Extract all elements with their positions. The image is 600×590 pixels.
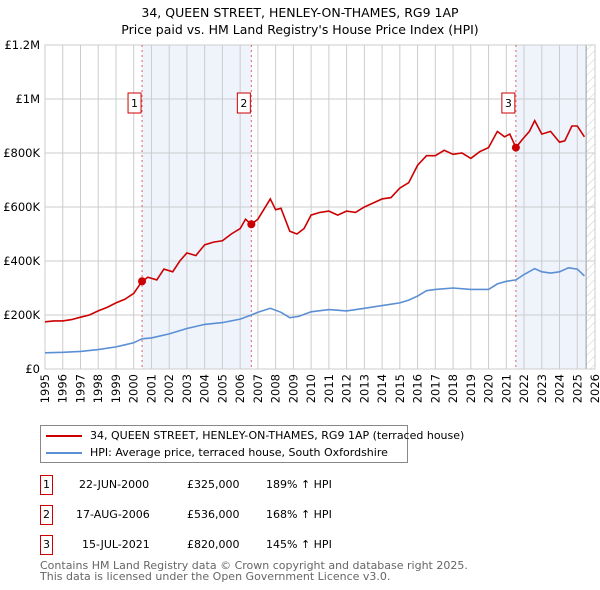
- sale-price: £820,000: [187, 538, 240, 551]
- x-tick-label: 1996: [56, 374, 70, 403]
- sale-label: 2: [240, 97, 247, 110]
- y-tick-label: £0: [25, 362, 40, 376]
- x-tick-label: 2024: [553, 374, 567, 403]
- footer-copyright: Contains HM Land Registry data © Crown c…: [40, 559, 468, 572]
- x-tick-label: 2026: [588, 374, 600, 403]
- sale-label-box: [236, 92, 251, 114]
- chart-title: 34, QUEEN STREET, HENLEY-ON-THAMES, RG9 …: [0, 4, 600, 38]
- legend: 34, QUEEN STREET, HENLEY-ON-THAMES, RG9 …: [40, 425, 464, 463]
- sale-row: 1 22-JUN-2000 £325,000 189% ↑ HPI: [40, 475, 440, 495]
- x-tick-label: 2023: [535, 374, 549, 403]
- price-chart: 1995 1996 1997 1998 1999 2000 2001 2002 2003 2004…: [3, 38, 600, 403]
- x-tick-label: 2022: [517, 374, 531, 403]
- sale-label: 3: [505, 97, 512, 110]
- sale-date: 22-JUN-2000: [79, 478, 150, 491]
- sale-label-box: [127, 92, 142, 114]
- sale-label: 1: [131, 97, 138, 110]
- x-tick-label: 2002: [162, 374, 176, 403]
- legend-property: 34, QUEEN STREET, HENLEY-ON-THAMES, RG9 …: [90, 429, 465, 442]
- x-tick-label: 2004: [198, 374, 212, 403]
- x-tick-label: 1998: [91, 374, 105, 403]
- sale-marker: 1: [40, 475, 53, 495]
- property-price-line: [44, 118, 586, 323]
- x-tick-label: 2015: [393, 374, 407, 403]
- plot-border: [44, 44, 596, 370]
- subtitle: Price paid vs. HM Land Registry's House …: [121, 22, 479, 37]
- x-tick-label: 2011: [322, 374, 336, 403]
- y-tick-label: £1M: [15, 92, 40, 106]
- y-tick-label: £1.2M: [4, 38, 40, 52]
- sale-point: [247, 220, 256, 229]
- x-tick-label: 1999: [109, 374, 123, 403]
- legend-blue-line: [46, 451, 82, 454]
- sale-label-box: [501, 92, 516, 114]
- x-tick-label: 2009: [286, 374, 300, 403]
- sale-row: 2 17-AUG-2006 £536,000 168% ↑ HPI: [40, 505, 440, 525]
- y-tick-label: £800K: [3, 146, 40, 160]
- sale-price: £325,000: [187, 478, 240, 491]
- x-tick-label: 2014: [375, 374, 389, 403]
- x-tick-label: 2016: [411, 374, 425, 403]
- legend-red-line: [46, 434, 82, 437]
- sale-point: [511, 143, 520, 152]
- x-tick-label: 2017: [428, 374, 442, 403]
- hpi-line: [44, 266, 585, 354]
- x-tick-label: 2003: [180, 374, 194, 403]
- y-tick-label: £400K: [3, 254, 40, 268]
- x-tick-label: 2019: [464, 374, 478, 403]
- sale-hpi: 168% ↑ HPI: [266, 508, 332, 521]
- x-tick-label: 2006: [233, 374, 247, 403]
- sale-price: £536,000: [187, 508, 240, 521]
- x-tick-label: 1997: [73, 374, 87, 403]
- footer-licence: This data is licensed under the Open Gov…: [40, 569, 391, 583]
- x-tick-label: 1995: [38, 374, 52, 403]
- sale-marker: 2: [40, 505, 53, 525]
- title: 34, QUEEN STREET, HENLEY-ON-THAMES, RG9 …: [141, 5, 459, 20]
- x-tick-label: 2008: [269, 374, 283, 403]
- sale-marker: 3: [40, 535, 53, 555]
- sale-hpi: 145% ↑ HPI: [266, 538, 332, 551]
- y-tick-label: £600K: [3, 200, 40, 214]
- x-tick-label: 2001: [144, 374, 158, 403]
- x-tick-label: 2020: [482, 374, 496, 403]
- y-tick-label: £200K: [3, 308, 40, 322]
- x-tick-label: 2007: [251, 374, 265, 403]
- x-tick-label: 2000: [127, 374, 141, 403]
- x-tick-label: 2012: [340, 374, 354, 403]
- x-tick-label: 2005: [215, 374, 229, 403]
- footer: Contains HM Land Registry data © Crown c…: [40, 559, 468, 583]
- x-tick-label: 2025: [570, 374, 584, 403]
- sale-date: 17-AUG-2006: [76, 508, 150, 521]
- x-tick-label: 2021: [499, 374, 513, 403]
- sale-point: [138, 277, 147, 286]
- legend-hpi: HPI: Average price, terraced house, Sout…: [90, 446, 388, 459]
- sale-hpi: 189% ↑ HPI: [266, 478, 332, 491]
- x-tick-label: 2018: [446, 374, 460, 403]
- x-tick-label: 2013: [357, 374, 371, 403]
- sale-row: 3 15-JUL-2021 £820,000 145% ↑ HPI: [40, 535, 440, 555]
- x-tick-label: 2010: [304, 374, 318, 403]
- sale-date: 15-JUL-2021: [82, 538, 150, 551]
